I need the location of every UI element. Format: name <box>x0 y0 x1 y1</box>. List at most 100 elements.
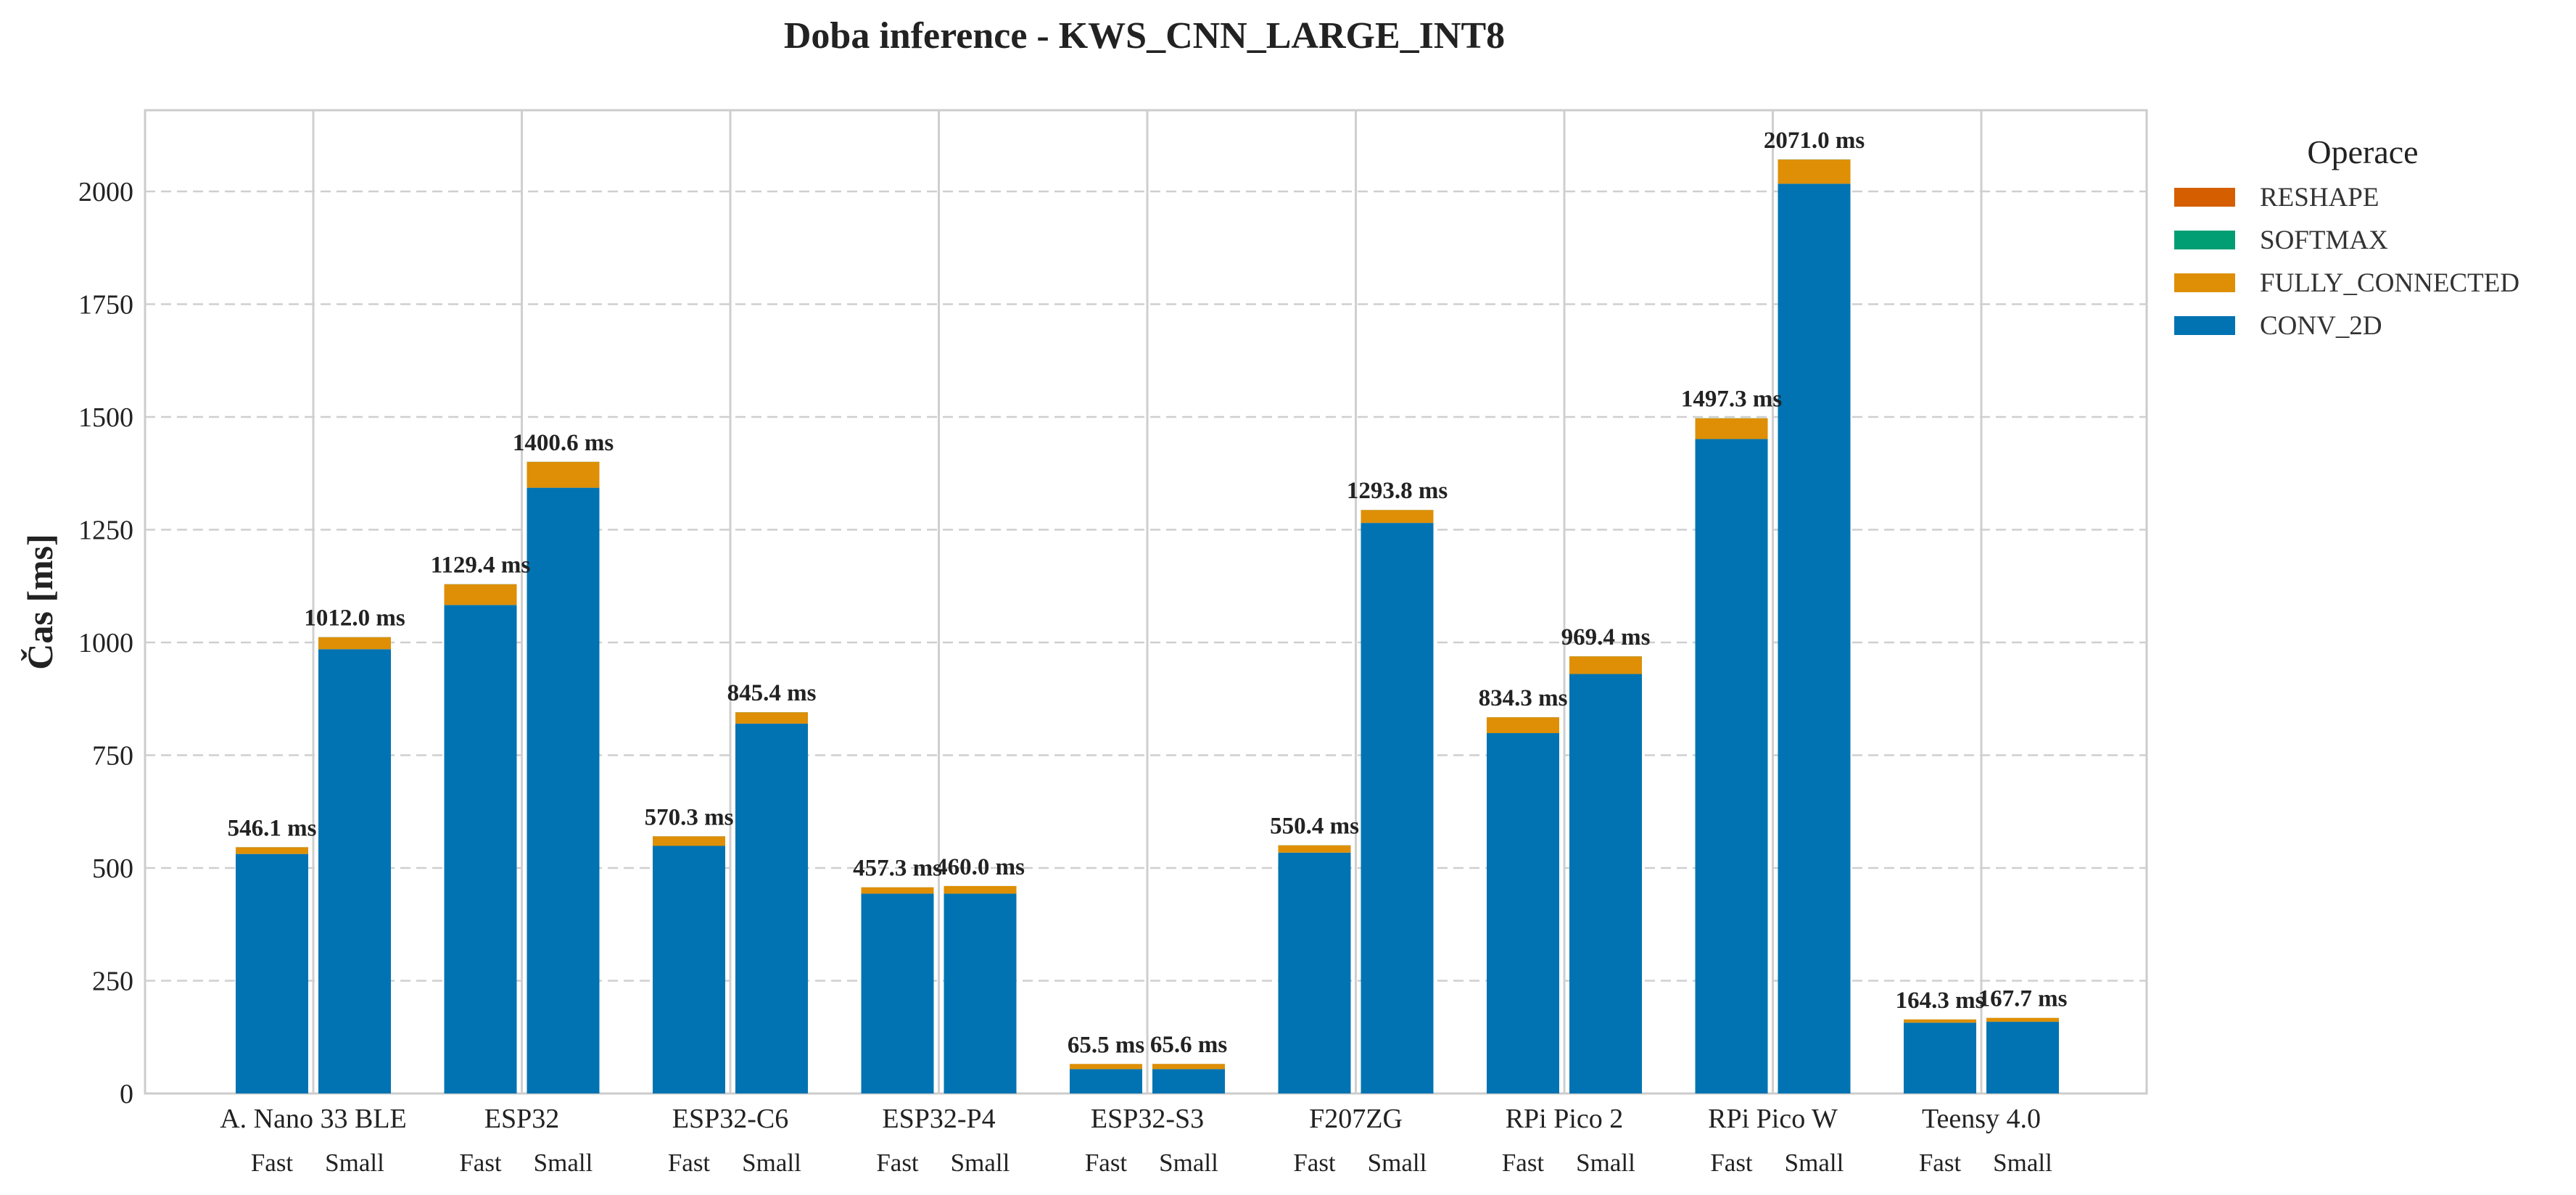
group-label: A. Nano 33 BLE <box>220 1104 407 1134</box>
bar-segment-conv-2d <box>1695 439 1768 1093</box>
bar-segment-conv-2d <box>1070 1069 1142 1093</box>
bar-total-label: 969.4 ms <box>1561 624 1651 650</box>
bar-segment-conv-2d <box>1569 674 1642 1093</box>
bar-segment-conv-2d <box>444 605 517 1093</box>
bar-segment-conv-2d <box>1986 1022 2059 1093</box>
y-tick-label: 750 <box>92 740 133 771</box>
y-tick-label: 1000 <box>78 628 133 658</box>
variant-label: Fast <box>1919 1149 1962 1177</box>
variant-label: Fast <box>251 1149 294 1177</box>
bar-total-label: 460.0 ms <box>936 854 1025 880</box>
group-label: ESP32 <box>484 1104 559 1134</box>
bar-segment-fully-connected <box>1487 717 1559 734</box>
bar-segment-fully-connected <box>444 584 517 605</box>
bar-total-label: 1012.0 ms <box>304 605 405 632</box>
bar-total-label: 167.7 ms <box>1978 986 2068 1012</box>
variant-label: Fast <box>1293 1149 1336 1177</box>
bar-segment-conv-2d <box>861 893 934 1093</box>
bar-total-label: 845.4 ms <box>727 680 817 706</box>
variant-label: Small <box>742 1149 801 1177</box>
group-label: ESP32-P4 <box>882 1104 995 1134</box>
variant-label: Fast <box>1085 1149 1128 1177</box>
bar-segment-conv-2d <box>1904 1022 1976 1093</box>
bars-layer <box>236 159 2059 1093</box>
group-label: RPi Pico W <box>1708 1104 1838 1134</box>
legend-entry-label: RESHAPE <box>2260 183 2379 212</box>
variant-label: Small <box>1785 1149 1844 1177</box>
y-tick-label: 1500 <box>78 402 133 433</box>
bar-segment-conv-2d <box>944 893 1017 1093</box>
bar-segment-fully-connected <box>1904 1019 1976 1023</box>
bar-segment-conv-2d <box>527 487 600 1093</box>
bar-total-label: 1293.8 ms <box>1347 478 1448 504</box>
variant-label: Small <box>534 1149 593 1177</box>
legend-swatch <box>2174 273 2235 292</box>
bar-segment-fully-connected <box>318 637 391 650</box>
bar-segment-fully-connected <box>944 885 1017 894</box>
bar-total-label: 1497.3 ms <box>1681 386 1782 413</box>
legend-entry-label: SOFTMAX <box>2260 226 2388 255</box>
bar-segment-conv-2d <box>1361 523 1434 1093</box>
bar-total-label: 550.4 ms <box>1270 814 1359 840</box>
x-axis: A. Nano 33 BLE ESP32 ESP32-C6 ESP32-P4 ESP32… <box>220 1104 2052 1177</box>
bar-segment-fully-connected <box>735 712 808 724</box>
legend-entry-label: FULLY_CONNECTED <box>2260 268 2519 298</box>
y-tick-label: 2000 <box>78 177 133 207</box>
bar-segment-conv-2d <box>1778 183 1851 1093</box>
group-label: ESP32-S3 <box>1091 1104 1204 1134</box>
bar-segment-fully-connected <box>1278 845 1351 853</box>
bar-total-label: 2071.0 ms <box>1764 128 1865 154</box>
legend-swatch <box>2174 188 2235 207</box>
bar-segment-conv-2d <box>236 853 308 1093</box>
group-label: ESP32-C6 <box>672 1104 788 1134</box>
bar-segment-fully-connected <box>1778 160 1851 184</box>
bar-segment-conv-2d <box>653 845 725 1093</box>
bar-segment-fully-connected <box>1569 656 1642 674</box>
bar-segment-conv-2d <box>1278 852 1351 1093</box>
bar-segment-fully-connected <box>861 887 934 894</box>
bar-segment-conv-2d <box>1152 1069 1225 1093</box>
chart-title: Doba inference - KWS_CNN_LARGE_INT8 <box>784 15 1505 57</box>
variant-label: Fast <box>668 1149 711 1177</box>
y-axis: 0 250 500 750 1000 1250 1500 1750 2000 <box>78 177 133 1109</box>
bar-segment-conv-2d <box>1487 733 1559 1093</box>
bar-total-label: 65.5 ms <box>1068 1032 1144 1058</box>
bar-total-label: 164.3 ms <box>1896 988 1985 1014</box>
bar-total-label: 834.3 ms <box>1479 685 1568 711</box>
bar-segment-conv-2d <box>735 723 808 1093</box>
variant-label: Fast <box>876 1149 919 1177</box>
bar-segment-fully-connected <box>527 462 600 488</box>
legend-swatch <box>2174 316 2235 335</box>
variant-label: Fast <box>459 1149 502 1177</box>
group-label: RPi Pico 2 <box>1506 1104 1624 1134</box>
legend-swatch <box>2174 231 2235 249</box>
bar-segment-fully-connected <box>236 847 308 854</box>
variant-label: Fast <box>1502 1149 1545 1177</box>
bar-segment-fully-connected <box>1695 418 1768 439</box>
group-label: F207ZG <box>1309 1104 1403 1134</box>
y-tick-label: 250 <box>92 966 133 996</box>
bar-total-label: 65.6 ms <box>1150 1032 1227 1058</box>
legend-entry-label: CONV_2D <box>2260 311 2382 341</box>
bar-segment-fully-connected <box>1152 1064 1225 1070</box>
group-label: Teensy 4.0 <box>1922 1104 2041 1134</box>
labels-layer: 546.1 ms 1012.0 ms 1129.4 ms 1400.6 ms 570.3… <box>228 128 2068 1058</box>
legend: Operace RESHAPE SOFTMAX FULLY_CONNECTED CON… <box>2174 133 2519 341</box>
variant-label: Small <box>951 1149 1010 1177</box>
legend-title: Operace <box>2307 133 2418 170</box>
bar-segment-fully-connected <box>653 836 725 846</box>
bar-segment-fully-connected <box>1070 1064 1142 1070</box>
bar-segment-fully-connected <box>1986 1017 2059 1022</box>
bar-segment-conv-2d <box>318 649 391 1093</box>
variant-label: Small <box>1368 1149 1427 1177</box>
bar-total-label: 570.3 ms <box>645 804 734 830</box>
y-tick-label: 1750 <box>78 289 133 320</box>
variant-label: Small <box>325 1149 384 1177</box>
y-tick-label: 1250 <box>78 515 133 545</box>
variant-label: Small <box>1993 1149 2052 1177</box>
legend-entries: RESHAPE SOFTMAX FULLY_CONNECTED CONV_2D <box>2174 183 2519 341</box>
y-axis-label: Čas [ms] <box>20 534 60 669</box>
y-tick-label: 500 <box>92 853 133 884</box>
